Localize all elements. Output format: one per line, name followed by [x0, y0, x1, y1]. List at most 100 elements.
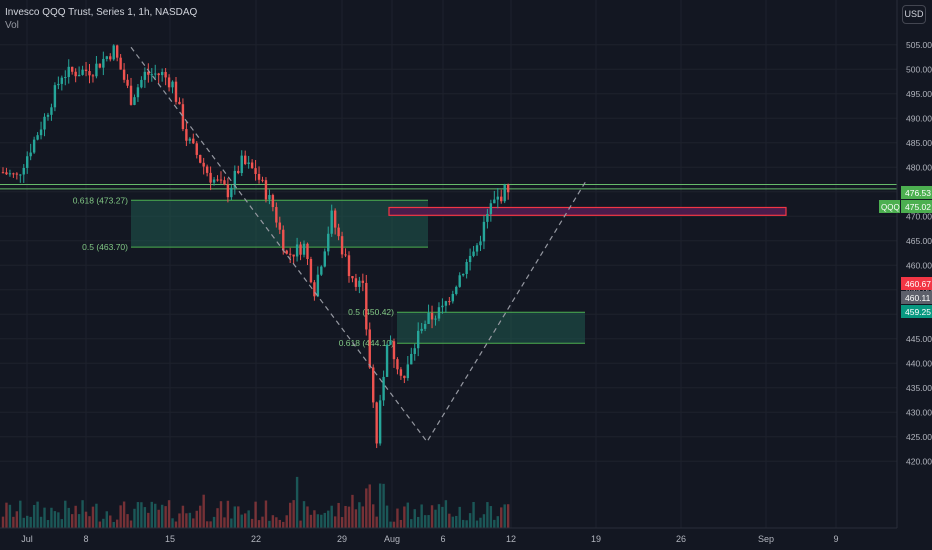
price-badge [901, 277, 932, 290]
volume-bar [185, 513, 188, 528]
resistance-zone [388, 206, 787, 216]
volume-bar [285, 515, 288, 528]
volume-bar [458, 506, 461, 528]
volume-bar [500, 507, 503, 528]
volume-bar [129, 520, 133, 528]
volume-bar [427, 515, 430, 528]
volume-bar [306, 506, 309, 528]
volume-bar [344, 505, 347, 528]
candle-body [143, 71, 147, 80]
currency-button[interactable]: USD [902, 5, 926, 24]
volume-bar [147, 512, 150, 528]
candle-body [216, 179, 219, 181]
candle-body [174, 81, 178, 102]
y-tick-label: 430.00 [906, 407, 932, 417]
candle-body [36, 135, 39, 140]
volume-bar [486, 502, 489, 528]
candle-body [396, 359, 399, 370]
candle-body [506, 184, 510, 193]
volume-bar [8, 504, 12, 528]
volume-bar [64, 500, 67, 528]
symbol-badge-label: QQQ [881, 203, 900, 212]
candle-body [403, 375, 406, 379]
volume-bar [475, 520, 479, 528]
volume-bar [340, 517, 344, 528]
candle-body [157, 73, 160, 76]
candle-body [5, 172, 8, 175]
candle-body [282, 229, 285, 251]
volume-bar [240, 514, 243, 528]
volume-bar [119, 505, 122, 528]
price-badge-label: 475.02 [905, 202, 931, 212]
candle-body [489, 203, 493, 214]
volume-bar [444, 500, 448, 528]
volume-bar [26, 515, 29, 528]
candle-body [8, 173, 12, 175]
x-tick-label: 19 [591, 534, 601, 544]
volume-bar [192, 518, 195, 528]
candle-body [74, 71, 77, 77]
candle-body [351, 276, 354, 279]
y-tick-label: 465.00 [906, 236, 932, 246]
volume-bar [309, 514, 313, 528]
candle-body [361, 280, 365, 283]
candle-body [441, 305, 444, 308]
volume-bar [333, 516, 337, 528]
candle-body [178, 101, 181, 105]
candle-body [1, 172, 5, 174]
candle-body [309, 258, 313, 283]
candle-body [19, 174, 22, 176]
volume-bar [150, 501, 153, 528]
y-tick-label: 505.00 [906, 40, 932, 50]
candle-body [340, 236, 344, 255]
volume-bar [292, 500, 295, 528]
candle-body [98, 63, 102, 68]
volume-bar [154, 503, 157, 528]
volume-bar [261, 516, 264, 528]
volume-bar [278, 519, 281, 528]
x-tick-label: 9 [833, 534, 838, 544]
volume-bar [167, 500, 171, 528]
volume-bar [157, 509, 160, 528]
candle-body [392, 341, 396, 360]
volume-bar [358, 502, 361, 528]
candle-body [226, 184, 230, 198]
candle-body [205, 166, 209, 173]
candle-body [399, 369, 403, 376]
volume-bar [84, 511, 88, 528]
y-tick-label: 460.00 [906, 260, 932, 270]
candle-body [247, 162, 250, 165]
y-tick-label: 495.00 [906, 89, 932, 99]
fib-label: 0.618 (473.27) [73, 195, 128, 205]
candle-body [257, 173, 261, 180]
volume-bar [115, 519, 119, 528]
volume-bar [465, 520, 468, 528]
price-badge [901, 200, 932, 213]
candle-body [475, 245, 479, 252]
candle-body [112, 45, 115, 60]
candle-body [233, 170, 237, 188]
volume-bar [372, 504, 375, 528]
fib-label: 0.5 (450.42) [348, 307, 394, 317]
y-tick-label: 420.00 [906, 456, 932, 466]
candle-body [468, 255, 472, 263]
volume-bar [434, 509, 437, 528]
candle-body [202, 162, 205, 167]
volume-bar [437, 504, 441, 528]
candle-body [136, 87, 140, 98]
candle-body [448, 301, 451, 303]
volume-bar [254, 501, 257, 528]
volume-bar [299, 520, 302, 528]
candle-body [129, 85, 133, 105]
volume-bar [493, 519, 496, 528]
candle-body [372, 367, 375, 403]
volume-bar [136, 502, 140, 528]
volume-bar [122, 501, 126, 528]
candle-body [67, 66, 70, 78]
candle-body [461, 273, 465, 276]
volume-bar [275, 517, 278, 528]
candle-body [60, 77, 64, 84]
volume-bar [53, 511, 57, 528]
candle-body [57, 83, 60, 86]
